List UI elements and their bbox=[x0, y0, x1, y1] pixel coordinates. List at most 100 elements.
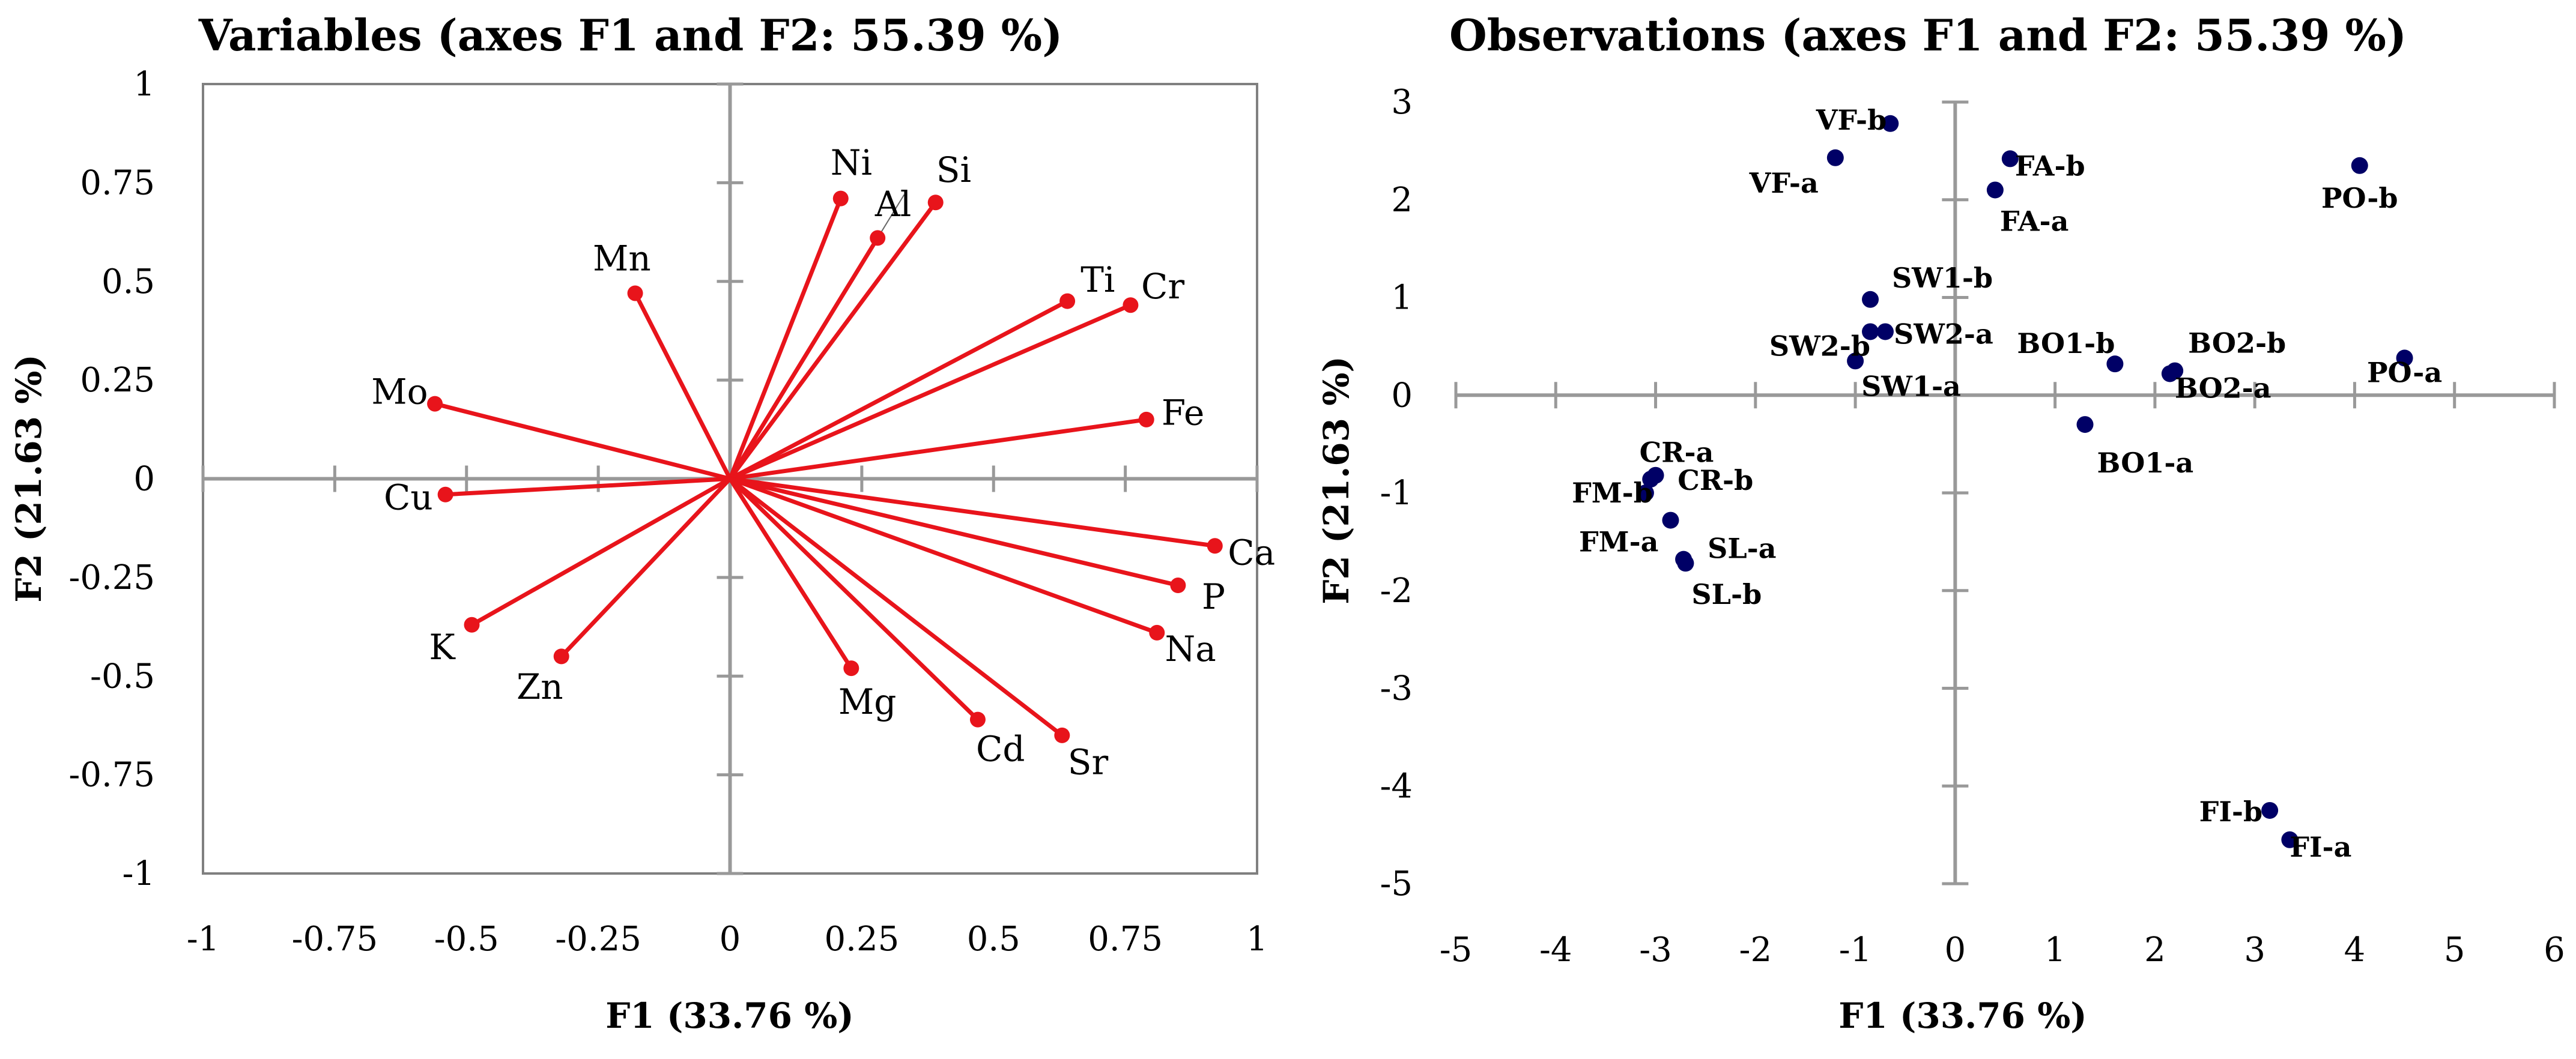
variable-label-al: Al bbox=[874, 184, 911, 225]
variable-label-si: Si bbox=[936, 149, 971, 190]
variables-x-axis-title: F1 (33.76 %) bbox=[605, 995, 854, 1036]
variable-point-sr bbox=[1054, 727, 1070, 743]
variable-point-mo bbox=[427, 396, 443, 412]
variables-tick-labels: -1 -0.75 -0.5 -0.25 0 0.25 0.5 0.75 1 1 0.75 0.5 0.2… bbox=[68, 65, 1267, 959]
variables-y-tick-label: -0.25 bbox=[68, 558, 155, 597]
observation-label-bo1-a: BO1-a bbox=[2097, 447, 2194, 479]
observations-x-tick-label: 5 bbox=[2444, 931, 2465, 970]
observations-y-tick-label: -1 bbox=[1380, 474, 1413, 513]
observation-label-fa-b: FA-b bbox=[2015, 149, 2085, 182]
variable-label-k: K bbox=[429, 627, 456, 668]
observations-y-tick-label: 3 bbox=[1391, 83, 1413, 122]
variable-point-al bbox=[870, 230, 886, 246]
variables-y-tick-label: 1 bbox=[133, 65, 155, 104]
observation-label-po-b: PO-b bbox=[2321, 182, 2398, 214]
vector-al bbox=[728, 237, 880, 480]
variables-title: Variables (axes F1 and F2: 55.39 %) bbox=[198, 10, 1063, 61]
variable-point-p bbox=[1170, 578, 1186, 594]
observations-y-tick-label: -3 bbox=[1380, 669, 1413, 708]
observation-point-fa-a bbox=[1986, 181, 2004, 199]
variable-point-zn bbox=[553, 648, 569, 665]
variable-point-ti bbox=[1059, 293, 1076, 309]
variables-y-tick-label: 0.75 bbox=[80, 163, 155, 202]
variable-label-cu: Cu bbox=[384, 477, 433, 517]
variable-point-na bbox=[1149, 624, 1165, 641]
observation-point-bo1-a bbox=[2076, 416, 2094, 433]
observations-points bbox=[1637, 115, 2413, 848]
observations-y-tick-label: 1 bbox=[1391, 279, 1413, 318]
vector-na bbox=[729, 477, 1158, 635]
vector-sr bbox=[729, 477, 1064, 737]
variables-x-tick-label: 0.5 bbox=[967, 920, 1020, 959]
vector-p bbox=[729, 477, 1179, 588]
observations-x-tick-label: -3 bbox=[1639, 931, 1672, 970]
vector-ca bbox=[730, 477, 1216, 548]
observation-label-fi-b: FI-b bbox=[2199, 795, 2262, 828]
observations-x-tick-label: 2 bbox=[2144, 931, 2166, 970]
variable-label-mn: Mn bbox=[593, 238, 651, 279]
observation-point-fm-b bbox=[1637, 484, 1654, 501]
observations-title: Observations (axes F1 and F2: 55.39 %) bbox=[1449, 10, 2407, 61]
variables-x-tick-label: 0.25 bbox=[825, 920, 900, 959]
observations-x-tick-label: 1 bbox=[2044, 931, 2066, 970]
observations-panel: Observations (axes F1 and F2: 55.39 %) -… bbox=[1316, 10, 2565, 1036]
vector-zn bbox=[560, 477, 732, 658]
observation-label-sl-a: SL-a bbox=[1708, 533, 1776, 565]
variable-point-mg bbox=[843, 660, 859, 677]
variables-x-tick-label: 0 bbox=[720, 920, 741, 959]
observations-y-tick-label: -5 bbox=[1380, 864, 1413, 904]
observation-point-fm-a bbox=[1662, 511, 1679, 529]
observation-label-fm-b: FM-b bbox=[1572, 477, 1653, 509]
observation-point-sw1-a bbox=[1847, 352, 1864, 370]
variable-label-ca: Ca bbox=[1228, 533, 1275, 573]
observation-label-vf-a: VF-a bbox=[1749, 167, 1819, 199]
vector-ni bbox=[728, 198, 843, 480]
observations-x-tick-label: 6 bbox=[2544, 931, 2565, 970]
observation-point-bo1-b bbox=[2106, 355, 2124, 373]
variable-label-cd: Cd bbox=[976, 729, 1025, 770]
variable-label-sr: Sr bbox=[1068, 741, 1109, 782]
observations-x-tick-label: -4 bbox=[1539, 931, 1572, 970]
variable-label-p: P bbox=[1202, 576, 1225, 617]
variables-y-tick-label: 0.5 bbox=[102, 262, 155, 301]
variable-label-na: Na bbox=[1165, 629, 1216, 669]
observations-axes bbox=[1454, 100, 2556, 886]
observations-y-tick-label: -4 bbox=[1380, 767, 1413, 806]
observation-point-fi-a bbox=[2281, 831, 2299, 848]
observation-label-sw1-a: SW1-a bbox=[1861, 370, 1961, 402]
variables-y-axis-title: F2 (21.63 %) bbox=[8, 354, 49, 603]
vector-ti bbox=[729, 299, 1068, 481]
variables-x-tick-label: 0.75 bbox=[1088, 920, 1163, 959]
observations-x-tick-label: -2 bbox=[1739, 931, 1772, 970]
variable-point-mn bbox=[627, 285, 643, 301]
observation-point-vf-a bbox=[1826, 149, 1844, 166]
variable-point-k bbox=[464, 617, 480, 633]
observation-point-po-a bbox=[2396, 349, 2413, 367]
variables-x-tick-label: 1 bbox=[1246, 920, 1268, 959]
vector-cd bbox=[729, 477, 980, 722]
vector-cr bbox=[729, 303, 1132, 481]
observation-label-po-a: PO-a bbox=[2367, 356, 2442, 388]
variable-label-cr: Cr bbox=[1141, 266, 1184, 307]
observation-point-bo2-a bbox=[2161, 365, 2178, 382]
variables-x-tick-label: -0.25 bbox=[555, 920, 641, 959]
vector-cu bbox=[445, 477, 730, 497]
observations-y-axis-title: F2 (21.63 %) bbox=[1316, 356, 1357, 605]
vector-mn bbox=[633, 292, 732, 480]
variable-label-mg: Mg bbox=[838, 681, 897, 722]
observation-label-vf-b: VF-b bbox=[1816, 104, 1887, 136]
observations-y-tick-label: 2 bbox=[1391, 181, 1413, 220]
variables-x-tick-label: -1 bbox=[187, 920, 220, 959]
observations-y-tick-label: 0 bbox=[1391, 376, 1413, 415]
variables-y-tick-label: -1 bbox=[122, 854, 155, 893]
variables-vectors bbox=[434, 194, 1216, 737]
variables-panel: Variables (axes F1 and F2: 55.39 %) -1 -0… bbox=[8, 10, 1275, 1036]
observation-label-fi-a: FI-a bbox=[2290, 831, 2351, 863]
variable-label-ti: Ti bbox=[1080, 259, 1115, 300]
observation-label-fa-a: FA-a bbox=[2000, 205, 2069, 237]
variable-label-zn: Zn bbox=[517, 666, 563, 707]
observations-point-labels: VF-b VF-a FA-b FA-a PO-b SW1-b SW2-b SW2-a SW1-a… bbox=[1572, 104, 2442, 863]
observations-x-axis-title: F1 (33.76 %) bbox=[1838, 995, 2087, 1036]
